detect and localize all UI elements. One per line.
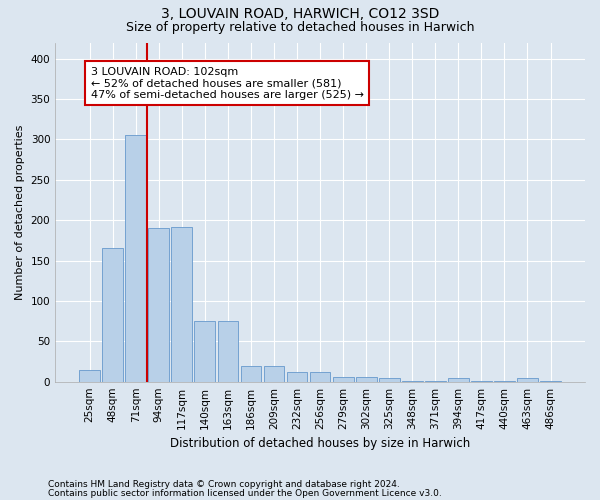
Bar: [310, 372, 331, 382]
Text: 3 LOUVAIN ROAD: 102sqm
← 52% of detached houses are smaller (581)
47% of semi-de: 3 LOUVAIN ROAD: 102sqm ← 52% of detached…: [91, 66, 364, 100]
Text: Contains public sector information licensed under the Open Government Licence v3: Contains public sector information licen…: [48, 488, 442, 498]
Bar: [172, 226, 192, 382]
Bar: [517, 378, 538, 382]
Bar: [448, 378, 469, 382]
Bar: [241, 366, 262, 382]
Text: Contains HM Land Registry data © Crown copyright and database right 2024.: Contains HM Land Registry data © Crown c…: [48, 480, 400, 489]
Bar: [148, 228, 169, 382]
Bar: [471, 381, 492, 382]
Bar: [540, 381, 561, 382]
Bar: [402, 381, 422, 382]
Bar: [125, 136, 146, 382]
Bar: [356, 377, 377, 382]
Text: Size of property relative to detached houses in Harwich: Size of property relative to detached ho…: [126, 21, 474, 34]
Bar: [379, 378, 400, 382]
Y-axis label: Number of detached properties: Number of detached properties: [15, 124, 25, 300]
X-axis label: Distribution of detached houses by size in Harwich: Distribution of detached houses by size …: [170, 437, 470, 450]
Bar: [333, 377, 353, 382]
Bar: [425, 381, 446, 382]
Bar: [263, 366, 284, 382]
Bar: [218, 321, 238, 382]
Bar: [194, 321, 215, 382]
Bar: [79, 370, 100, 382]
Bar: [494, 381, 515, 382]
Text: 3, LOUVAIN ROAD, HARWICH, CO12 3SD: 3, LOUVAIN ROAD, HARWICH, CO12 3SD: [161, 8, 439, 22]
Bar: [287, 372, 307, 382]
Bar: [102, 248, 123, 382]
